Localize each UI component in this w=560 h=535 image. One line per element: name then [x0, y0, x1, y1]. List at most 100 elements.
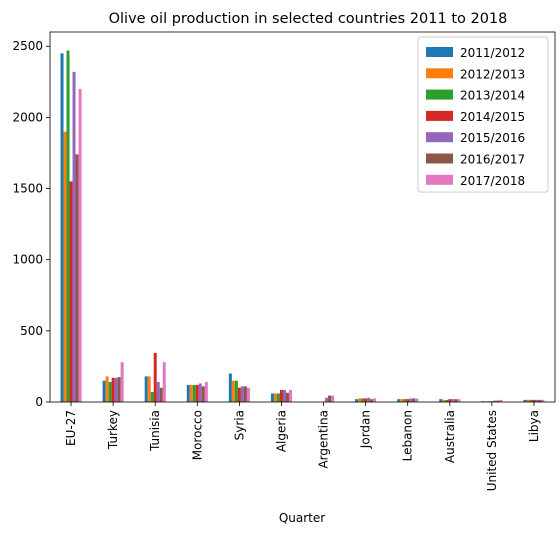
legend-swatch — [426, 47, 453, 57]
bar-eu-27-2014-2015 — [70, 181, 73, 402]
bar-lebanon-2016-2017 — [412, 398, 415, 402]
bar-morocco-2016-2017 — [202, 386, 205, 402]
bar-lebanon-2014-2015 — [406, 399, 409, 402]
legend-swatch — [426, 111, 453, 121]
legend-label: 2014/2015 — [460, 110, 525, 124]
legend-label: 2012/2013 — [460, 67, 525, 81]
bar-tunisia-2012-2013 — [148, 376, 151, 402]
legend: 2011/2012 2012/2013 2013/2014 2014/2015 2015… — [418, 37, 548, 192]
bar-algeria-2017-2018 — [289, 390, 292, 402]
bar-eu-27-2011-2012 — [61, 53, 64, 402]
y-tick-label: 0 — [35, 395, 43, 409]
legend-label: 2015/2016 — [460, 131, 525, 145]
bar-eu-27-2015-2016 — [73, 72, 76, 402]
bar-algeria-2016-2017 — [286, 393, 289, 402]
bar-turkey-2017-2018 — [121, 362, 124, 402]
bar-algeria-2013-2014 — [277, 393, 280, 402]
legend-label: 2013/2014 — [460, 89, 525, 103]
bar-argentina-2017-2018 — [331, 396, 334, 402]
x-axis-label: Quarter — [279, 511, 325, 525]
bar-australia-2017-2018 — [457, 399, 460, 402]
chart-title: Olive oil production in selected countri… — [109, 11, 508, 27]
bar-turkey-2013-2014 — [109, 382, 112, 402]
x-tick-label: United States — [485, 410, 499, 491]
bar-jordan-2017-2018 — [373, 398, 376, 402]
bar-syria-2014-2015 — [238, 388, 241, 402]
bar-syria-2016-2017 — [244, 386, 247, 402]
legend-label: 2016/2017 — [460, 153, 525, 167]
bar-turkey-2012-2013 — [106, 376, 109, 402]
legend-label: 2017/2018 — [460, 174, 525, 188]
x-tick-label: Morocco — [190, 410, 204, 460]
y-tick-label: 2000 — [12, 110, 43, 124]
bar-turkey-2011-2012 — [103, 381, 106, 402]
bar-morocco-2011-2012 — [187, 385, 190, 402]
bar-morocco-2013-2014 — [193, 385, 196, 402]
bar-argentina-2015-2016 — [325, 398, 328, 402]
bar-eu-27-2017-2018 — [79, 89, 82, 402]
bar-australia-2011-2012 — [439, 399, 442, 402]
bar-tunisia-2016-2017 — [160, 388, 163, 402]
bar-eu-27-2016-2017 — [76, 154, 79, 402]
bar-syria-2015-2016 — [241, 386, 244, 402]
bar-turkey-2015-2016 — [115, 378, 118, 402]
x-tick-label: Jordan — [359, 410, 373, 449]
legend-swatch — [426, 90, 453, 100]
legend-swatch — [426, 68, 453, 78]
bar-australia-2015-2016 — [451, 399, 454, 402]
x-tick-label: Syria — [232, 410, 246, 440]
bar-morocco-2015-2016 — [199, 384, 202, 403]
bar-algeria-2015-2016 — [283, 390, 286, 402]
bar-australia-2016-2017 — [454, 399, 457, 402]
x-tick-label: EU-27 — [64, 410, 78, 446]
bar-argentina-2016-2017 — [328, 396, 331, 402]
bar-australia-2014-2015 — [448, 399, 451, 402]
legend-swatch — [426, 154, 453, 164]
x-tick-label: Australia — [443, 410, 457, 463]
bar-syria-2013-2014 — [235, 381, 238, 402]
bar-eu-27-2013-2014 — [67, 51, 70, 403]
y-tick-label: 1000 — [12, 253, 43, 267]
x-axis: EU-27 Turkey Tunisia Morocco Syria Algeria Arg… — [64, 402, 541, 491]
x-tick-label: Libya — [527, 410, 541, 442]
bar-eu-27-2012-2013 — [64, 132, 67, 402]
x-tick-label: Lebanon — [401, 410, 415, 461]
bar-jordan-2016-2017 — [370, 399, 373, 402]
bar-tunisia-2013-2014 — [151, 392, 154, 402]
bar-syria-2012-2013 — [232, 381, 235, 402]
bar-turkey-2014-2015 — [112, 378, 115, 402]
y-tick-label: 1500 — [12, 182, 43, 196]
bar-jordan-2012-2013 — [358, 398, 361, 402]
bar-tunisia-2015-2016 — [157, 382, 160, 402]
legend-label: 2011/2012 — [460, 46, 525, 60]
bar-jordan-2015-2016 — [367, 398, 370, 402]
bar-jordan-2011-2012 — [355, 399, 358, 402]
bar-lebanon-2011-2012 — [397, 399, 400, 402]
bar-tunisia-2014-2015 — [154, 353, 157, 402]
x-tick-label: Algeria — [274, 410, 288, 452]
bar-syria-2011-2012 — [229, 374, 232, 402]
x-tick-label: Argentina — [317, 410, 331, 469]
x-tick-label: Tunisia — [148, 410, 162, 452]
bar-jordan-2013-2014 — [361, 398, 364, 402]
y-tick-label: 2500 — [12, 39, 43, 53]
bar-turkey-2016-2017 — [118, 377, 121, 402]
y-axis: 0 500 1000 1500 2000 2500 — [12, 39, 50, 409]
legend-swatch — [426, 175, 453, 185]
bar-jordan-2014-2015 — [364, 398, 367, 402]
bar-lebanon-2012-2013 — [400, 399, 403, 402]
bar-lebanon-2017-2018 — [415, 398, 418, 402]
bar-syria-2017-2018 — [247, 388, 250, 402]
bar-lebanon-2015-2016 — [409, 398, 412, 402]
y-tick-label: 500 — [20, 324, 43, 338]
bar-tunisia-2011-2012 — [145, 376, 148, 402]
bar-algeria-2011-2012 — [271, 393, 274, 402]
bar-algeria-2014-2015 — [280, 390, 283, 402]
bar-lebanon-2013-2014 — [403, 399, 406, 402]
bar-morocco-2014-2015 — [196, 385, 199, 402]
bar-tunisia-2017-2018 — [163, 362, 166, 402]
bar-morocco-2017-2018 — [205, 382, 208, 402]
x-tick-label: Turkey — [106, 410, 120, 450]
bar-algeria-2012-2013 — [274, 393, 277, 402]
legend-swatch — [426, 132, 453, 142]
